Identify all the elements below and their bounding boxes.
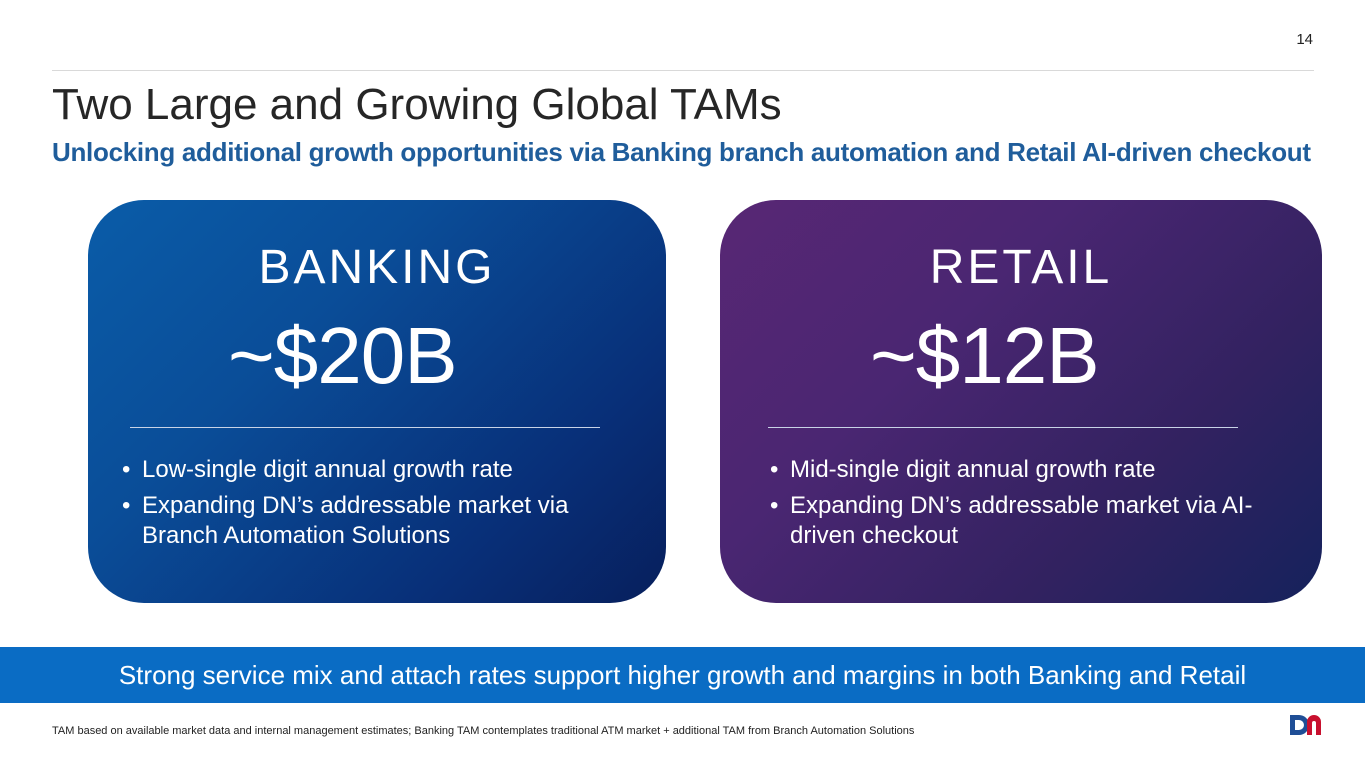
bullet-icon: • xyxy=(770,456,779,483)
list-item: • Expanding DN’s addressable market via … xyxy=(120,491,640,551)
banking-card-label: BANKING xyxy=(258,241,496,294)
bullet-icon: • xyxy=(122,456,131,483)
dn-logo-icon xyxy=(1290,715,1321,735)
page-subtitle: Unlocking additional growth opportunitie… xyxy=(52,137,1311,167)
retail-bullet-text: Expanding DN’s addressable market via AI… xyxy=(790,492,1253,549)
banking-bullet-text: Low-single digit annual growth rate xyxy=(142,456,513,483)
page-title: Two Large and Growing Global TAMs xyxy=(52,80,782,129)
retail-tam-value: ~$12B xyxy=(870,311,1100,400)
list-item: • Low-single digit annual growth rate xyxy=(120,455,640,485)
banking-tam-card: BANKING ~$20B • Low-single digit annual … xyxy=(88,200,666,603)
banking-tam-value: ~$20B xyxy=(228,311,458,400)
list-item: • Expanding DN’s addressable market via … xyxy=(768,491,1288,551)
retail-card-divider xyxy=(768,427,1238,428)
list-item: • Mid-single digit annual growth rate xyxy=(768,455,1288,485)
top-divider xyxy=(52,70,1314,71)
summary-banner: Strong service mix and attach rates supp… xyxy=(0,647,1365,703)
retail-card-label: RETAIL xyxy=(929,241,1113,294)
banking-card-divider xyxy=(130,427,600,428)
bullet-icon: • xyxy=(770,492,779,519)
retail-tam-card: RETAIL ~$12B • Mid-single digit annual g… xyxy=(720,200,1322,603)
page-number: 14 xyxy=(1296,31,1313,48)
banking-bullet-list: • Low-single digit annual growth rate • … xyxy=(120,455,640,557)
footnote: TAM based on available market data and i… xyxy=(52,725,915,737)
bullet-icon: • xyxy=(122,492,131,519)
banking-bullet-text: Expanding DN’s addressable market via Br… xyxy=(142,492,569,549)
retail-bullet-text: Mid-single digit annual growth rate xyxy=(790,456,1156,483)
retail-bullet-list: • Mid-single digit annual growth rate • … xyxy=(768,455,1288,557)
